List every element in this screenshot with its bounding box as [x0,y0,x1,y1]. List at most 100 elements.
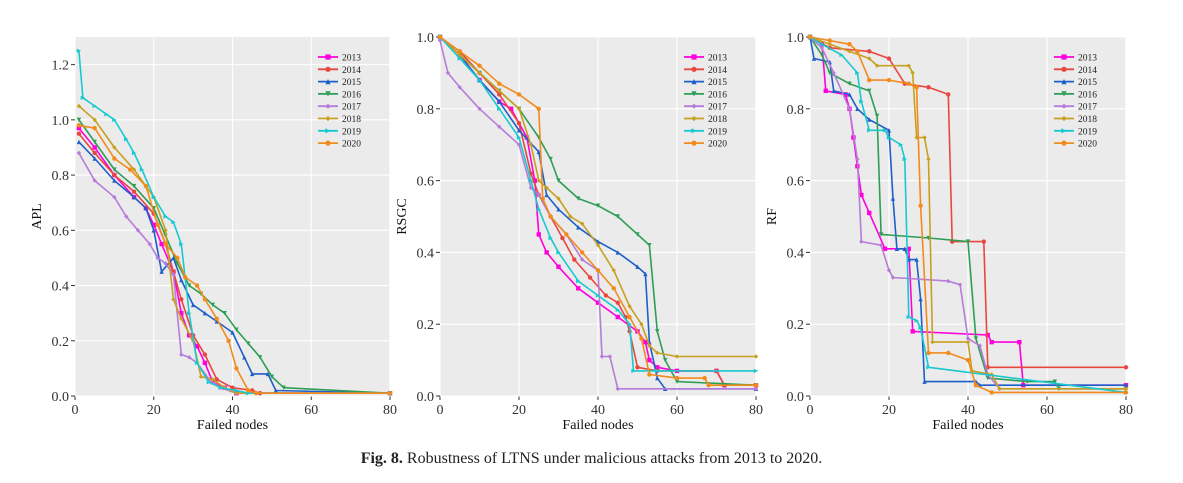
data-point-2019 [171,219,176,225]
data-point-2020 [886,77,892,83]
data-point-2020 [1123,390,1129,395]
data-point-2019 [457,56,462,61]
data-point-2017 [477,106,482,111]
data-point-2017 [855,156,860,162]
data-point-2018 [655,350,660,356]
data-point-2015 [655,375,660,381]
y-tick-label: 0.0 [417,390,435,405]
data-point-2015 [265,371,271,377]
data-point-2016 [674,379,680,384]
series-2020 [807,34,1129,395]
data-point-2013 [906,246,911,252]
data-point-2013 [194,344,200,349]
data-point-2020 [234,366,239,371]
data-point-2018 [647,343,652,348]
data-point-2018 [922,135,927,140]
data-point-2019 [886,135,892,140]
data-point-2016 [635,232,640,237]
data-point-2020 [867,77,872,83]
data-point-2015 [112,178,117,183]
data-point-2014 [516,120,522,126]
data-point-2020 [194,283,200,288]
data-point-2017 [445,70,451,76]
data-point-2020 [175,255,180,261]
data-point-2020 [611,286,616,291]
caption-label: Fig. 8. [360,450,403,467]
data-point-2017 [92,178,97,183]
data-point-2016 [847,81,852,86]
data-point-2020 [827,38,832,43]
legend-label: 2013 [1078,54,1097,64]
data-point-2014 [946,92,951,97]
legend-label: 2014 [1078,66,1097,76]
data-point-2013 [536,232,541,237]
data-point-2019 [819,41,825,47]
data-point-2018 [753,354,759,359]
data-point-2020 [92,125,97,131]
data-point-2015 [576,225,581,230]
series-2014 [76,131,393,396]
legend-label: 2019 [342,127,361,137]
data-point-2015 [922,379,927,384]
y-axis-title: APL [30,203,45,229]
data-point-2013 [989,339,994,345]
legend-label: 2013 [708,54,727,64]
data-point-2015 [249,371,255,377]
y-tick-label: 0.8 [417,103,435,118]
x-tick-label: 60 [670,403,684,418]
data-point-2017 [607,354,613,359]
legend-key-marker [691,128,697,134]
data-point-2013 [159,241,164,247]
legend-key-marker [691,79,697,85]
legend: 2013 2014 2015 2016 2017 2018 2019 2020 [1054,54,1097,150]
data-point-2019 [882,128,888,133]
data-point-2020 [253,391,259,396]
data-point-2020 [112,156,117,161]
x-tick-label: 40 [591,403,605,418]
data-point-2020 [702,375,707,381]
data-point-2018 [556,196,561,201]
x-tick-label: 80 [383,403,397,418]
legend-key-marker [1061,103,1067,109]
y-axis-title: RSGC [395,198,410,235]
data-point-2015 [159,269,164,274]
data-point-2014 [202,352,208,357]
legend-label: 2020 [1078,140,1097,150]
data-point-2014 [131,189,137,194]
data-point-2015 [894,246,900,252]
data-point-2016 [269,374,275,379]
data-point-2020 [143,183,149,189]
data-point-2015 [1123,383,1129,388]
x-axis-title: Failed nodes [932,418,1003,433]
data-point-2015 [831,88,836,94]
x-tick-label: 20 [147,403,161,418]
data-point-2014 [497,92,502,97]
legend-key-marker [691,115,697,122]
data-point-2017 [147,241,153,247]
data-point-2018 [674,354,680,359]
data-point-2020 [536,106,541,112]
data-point-2020 [807,34,813,40]
data-point-2017 [171,272,176,277]
y-tick-label: 1.2 [52,59,70,74]
data-point-2015 [918,296,923,302]
data-point-2020 [516,92,522,97]
data-point-2018 [528,142,534,147]
data-point-2020 [214,316,219,321]
data-point-2015 [556,207,561,212]
data-point-2019 [112,117,117,123]
data-point-2019 [918,325,923,330]
legend-label: 2015 [708,78,727,88]
data-point-2014 [112,172,117,178]
legend-key-marker [1061,128,1067,134]
data-point-2016 [867,88,872,94]
data-point-2020 [497,81,502,86]
legend-key-marker [691,103,697,109]
data-point-2017 [878,243,884,248]
data-point-2019 [76,48,82,54]
legend-key-marker [325,79,331,85]
data-point-2013 [524,135,530,140]
data-point-2019 [163,214,168,219]
x-tick-label: 80 [1119,403,1133,418]
data-point-2017 [599,354,605,359]
